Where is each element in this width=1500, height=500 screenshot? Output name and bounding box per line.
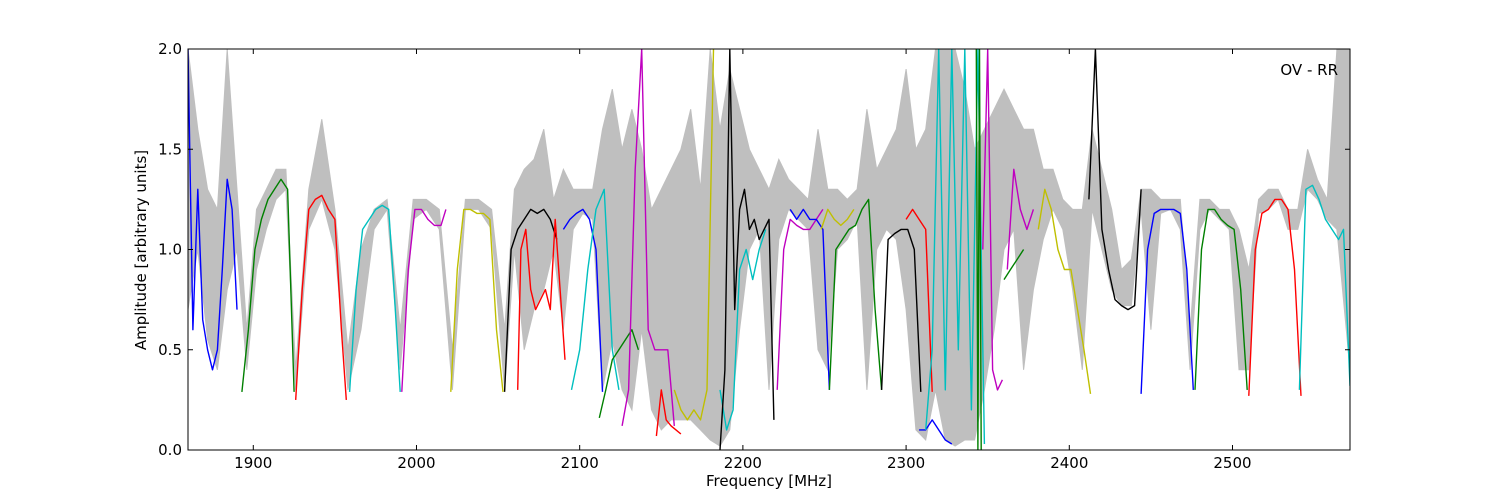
series-line-8 — [517, 218, 566, 390]
series-line-33 — [1248, 198, 1302, 396]
series-line-31 — [1140, 208, 1194, 394]
series-line-17 — [776, 209, 824, 390]
x-tick-label: 2000 — [397, 454, 435, 472]
series-line-25 — [975, 49, 982, 450]
series-line-2 — [241, 178, 295, 392]
series-line-4 — [348, 204, 401, 392]
series-line-13 — [655, 389, 682, 437]
series-line-24 — [925, 49, 986, 445]
series-line-34 — [1298, 184, 1350, 390]
series-line-11 — [598, 329, 640, 419]
series-line-21 — [880, 228, 922, 392]
series-line-32 — [1194, 208, 1248, 390]
series-line-15 — [719, 229, 767, 431]
x-tick-label: 1900 — [234, 454, 272, 472]
x-tick-label: 2100 — [561, 454, 599, 472]
series-line-29 — [1037, 188, 1092, 395]
series-line-28 — [1006, 168, 1035, 270]
series-line-9 — [562, 208, 604, 392]
series-line-26 — [982, 49, 1004, 391]
series-line-1 — [188, 49, 238, 371]
series-line-20 — [820, 208, 855, 230]
y-tick-label: 0.0 — [158, 441, 182, 459]
series-line-16 — [719, 49, 775, 450]
series-line-19 — [828, 198, 883, 390]
series-line-30 — [1088, 49, 1142, 311]
x-tick-label: 2200 — [724, 454, 762, 472]
y-axis-label: Amplitude [arbitrary units] — [132, 150, 150, 350]
chart-annotation: OV - RR — [1280, 61, 1338, 79]
series-line-27 — [1003, 249, 1025, 280]
series-line-5 — [401, 208, 447, 392]
series-layer — [188, 49, 1350, 450]
x-tick-label: 2500 — [1213, 454, 1251, 472]
series-line-7 — [503, 208, 558, 392]
y-tick-label: 1.0 — [158, 241, 182, 259]
y-tick-label: 1.5 — [158, 140, 182, 158]
x-axis-label: Frequency [MHz] — [706, 472, 832, 490]
y-axis-ticks: 0.0 0.5 1.0 1.5 2.0 — [158, 40, 1350, 459]
y-tick-label: 2.0 — [158, 40, 182, 58]
x-axis-ticks: 1900 2000 2100 2200 2300 2400 2500 — [234, 49, 1252, 472]
x-tick-label: 2400 — [1050, 454, 1088, 472]
series-line-18 — [789, 208, 831, 390]
y-tick-label: 0.5 — [158, 341, 182, 359]
series-line-3 — [295, 194, 347, 400]
series-line-14 — [673, 49, 715, 421]
series-line-12 — [621, 49, 675, 427]
series-line-22 — [905, 208, 933, 392]
series-line-10 — [570, 188, 620, 391]
x-tick-label: 2300 — [887, 454, 925, 472]
series-line-6 — [450, 208, 504, 392]
series-line-23 — [919, 419, 953, 445]
